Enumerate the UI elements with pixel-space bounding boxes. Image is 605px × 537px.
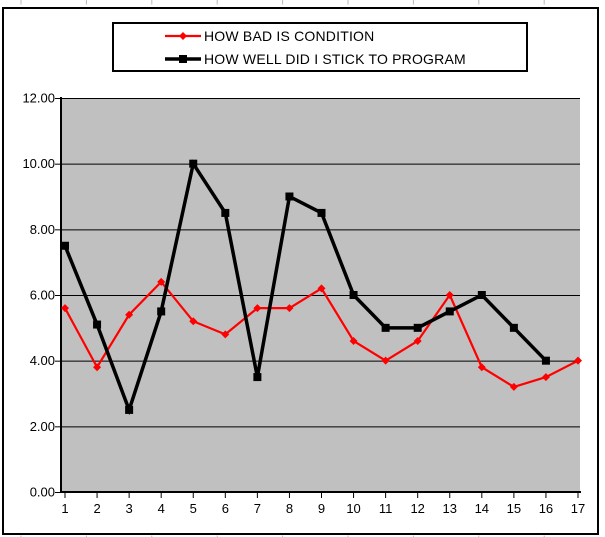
- square-marker: [253, 373, 262, 382]
- legend-item-how-bad-is-condition: HOW BAD IS CONDITION: [164, 24, 526, 47]
- svg-text:17: 17: [571, 501, 585, 516]
- square-marker: [157, 307, 166, 316]
- svg-text:14: 14: [475, 501, 489, 516]
- diamond-marker: [157, 277, 166, 286]
- svg-text:2: 2: [93, 501, 100, 516]
- square-marker: [125, 405, 134, 414]
- svg-text:9: 9: [318, 501, 325, 516]
- svg-text:15: 15: [507, 501, 521, 516]
- svg-text:4: 4: [158, 501, 165, 516]
- legend-item-how-well-did-i-stick-to-program: HOW WELL DID I STICK TO PROGRAM: [164, 47, 526, 70]
- svg-text:1: 1: [61, 501, 68, 516]
- diamond-marker: [477, 363, 486, 372]
- diamond-marker: [541, 373, 550, 382]
- square-marker: [349, 291, 358, 299]
- square-marker: [413, 323, 422, 332]
- legend-label: HOW BAD IS CONDITION: [204, 27, 375, 44]
- diamond-marker: [125, 310, 134, 319]
- svg-text:3: 3: [126, 501, 133, 516]
- diamond-marker: [381, 356, 390, 365]
- chart-border: [2, 7, 599, 535]
- square-marker: [61, 241, 69, 250]
- diamond-marker: [349, 336, 358, 345]
- svg-text:8: 8: [286, 501, 293, 516]
- svg-text:6.00: 6.00: [30, 288, 55, 303]
- legend-label: HOW WELL DID I STICK TO PROGRAM: [204, 50, 466, 67]
- diamond-marker: [445, 291, 454, 299]
- diamond-marker: [189, 317, 198, 326]
- chart-legend: HOW BAD IS CONDITION HOW WELL DID I STIC…: [112, 22, 528, 72]
- square-marker: [381, 323, 390, 332]
- square-marker: [445, 307, 454, 316]
- svg-text:13: 13: [443, 501, 457, 516]
- svg-text:12: 12: [410, 501, 424, 516]
- diamond-marker: [574, 356, 582, 365]
- svg-text:4.00: 4.00: [30, 353, 55, 368]
- square-marker: [221, 208, 230, 217]
- svg-text:2.00: 2.00: [30, 419, 55, 434]
- diamond-marker: [61, 304, 69, 313]
- svg-text:6: 6: [222, 501, 229, 516]
- diamond-marker: [93, 363, 102, 372]
- black-square-line-icon: [165, 54, 201, 63]
- svg-text:10: 10: [346, 501, 360, 516]
- y-axis-labels: 12.00 10.00 8.00 6.00 4.00 2.00 0.00: [22, 91, 55, 500]
- svg-text:12.00: 12.00: [22, 91, 55, 106]
- diamond-marker: [221, 330, 230, 339]
- x-axis-labels: 1 2 3 4 5 6 7 8 9 10 11 12 13 14 15 16 17: [61, 501, 585, 516]
- svg-text:0.00: 0.00: [30, 485, 55, 500]
- square-marker: [93, 320, 102, 329]
- square-marker: [541, 356, 550, 365]
- axes: [55, 97, 581, 498]
- diamond-marker: [285, 304, 294, 313]
- svg-text:10.00: 10.00: [22, 156, 55, 171]
- diamond-marker: [253, 304, 262, 313]
- diamond-marker: [317, 284, 326, 293]
- square-marker: [477, 291, 486, 299]
- svg-text:5: 5: [190, 501, 197, 516]
- series-how-bad-is-condition: [61, 277, 582, 391]
- square-marker: [285, 192, 294, 201]
- square-marker: [509, 323, 518, 332]
- svg-text:7: 7: [254, 501, 261, 516]
- diamond-marker: [509, 382, 518, 391]
- square-marker: [189, 159, 198, 168]
- svg-text:16: 16: [539, 501, 553, 516]
- diamond-marker: [413, 336, 422, 345]
- svg-text:11: 11: [379, 501, 393, 516]
- svg-text:8.00: 8.00: [30, 222, 55, 237]
- series-how-well-did-i-stick-to-program: [61, 159, 550, 416]
- square-marker: [317, 208, 326, 217]
- red-diamond-line-icon: [165, 31, 201, 40]
